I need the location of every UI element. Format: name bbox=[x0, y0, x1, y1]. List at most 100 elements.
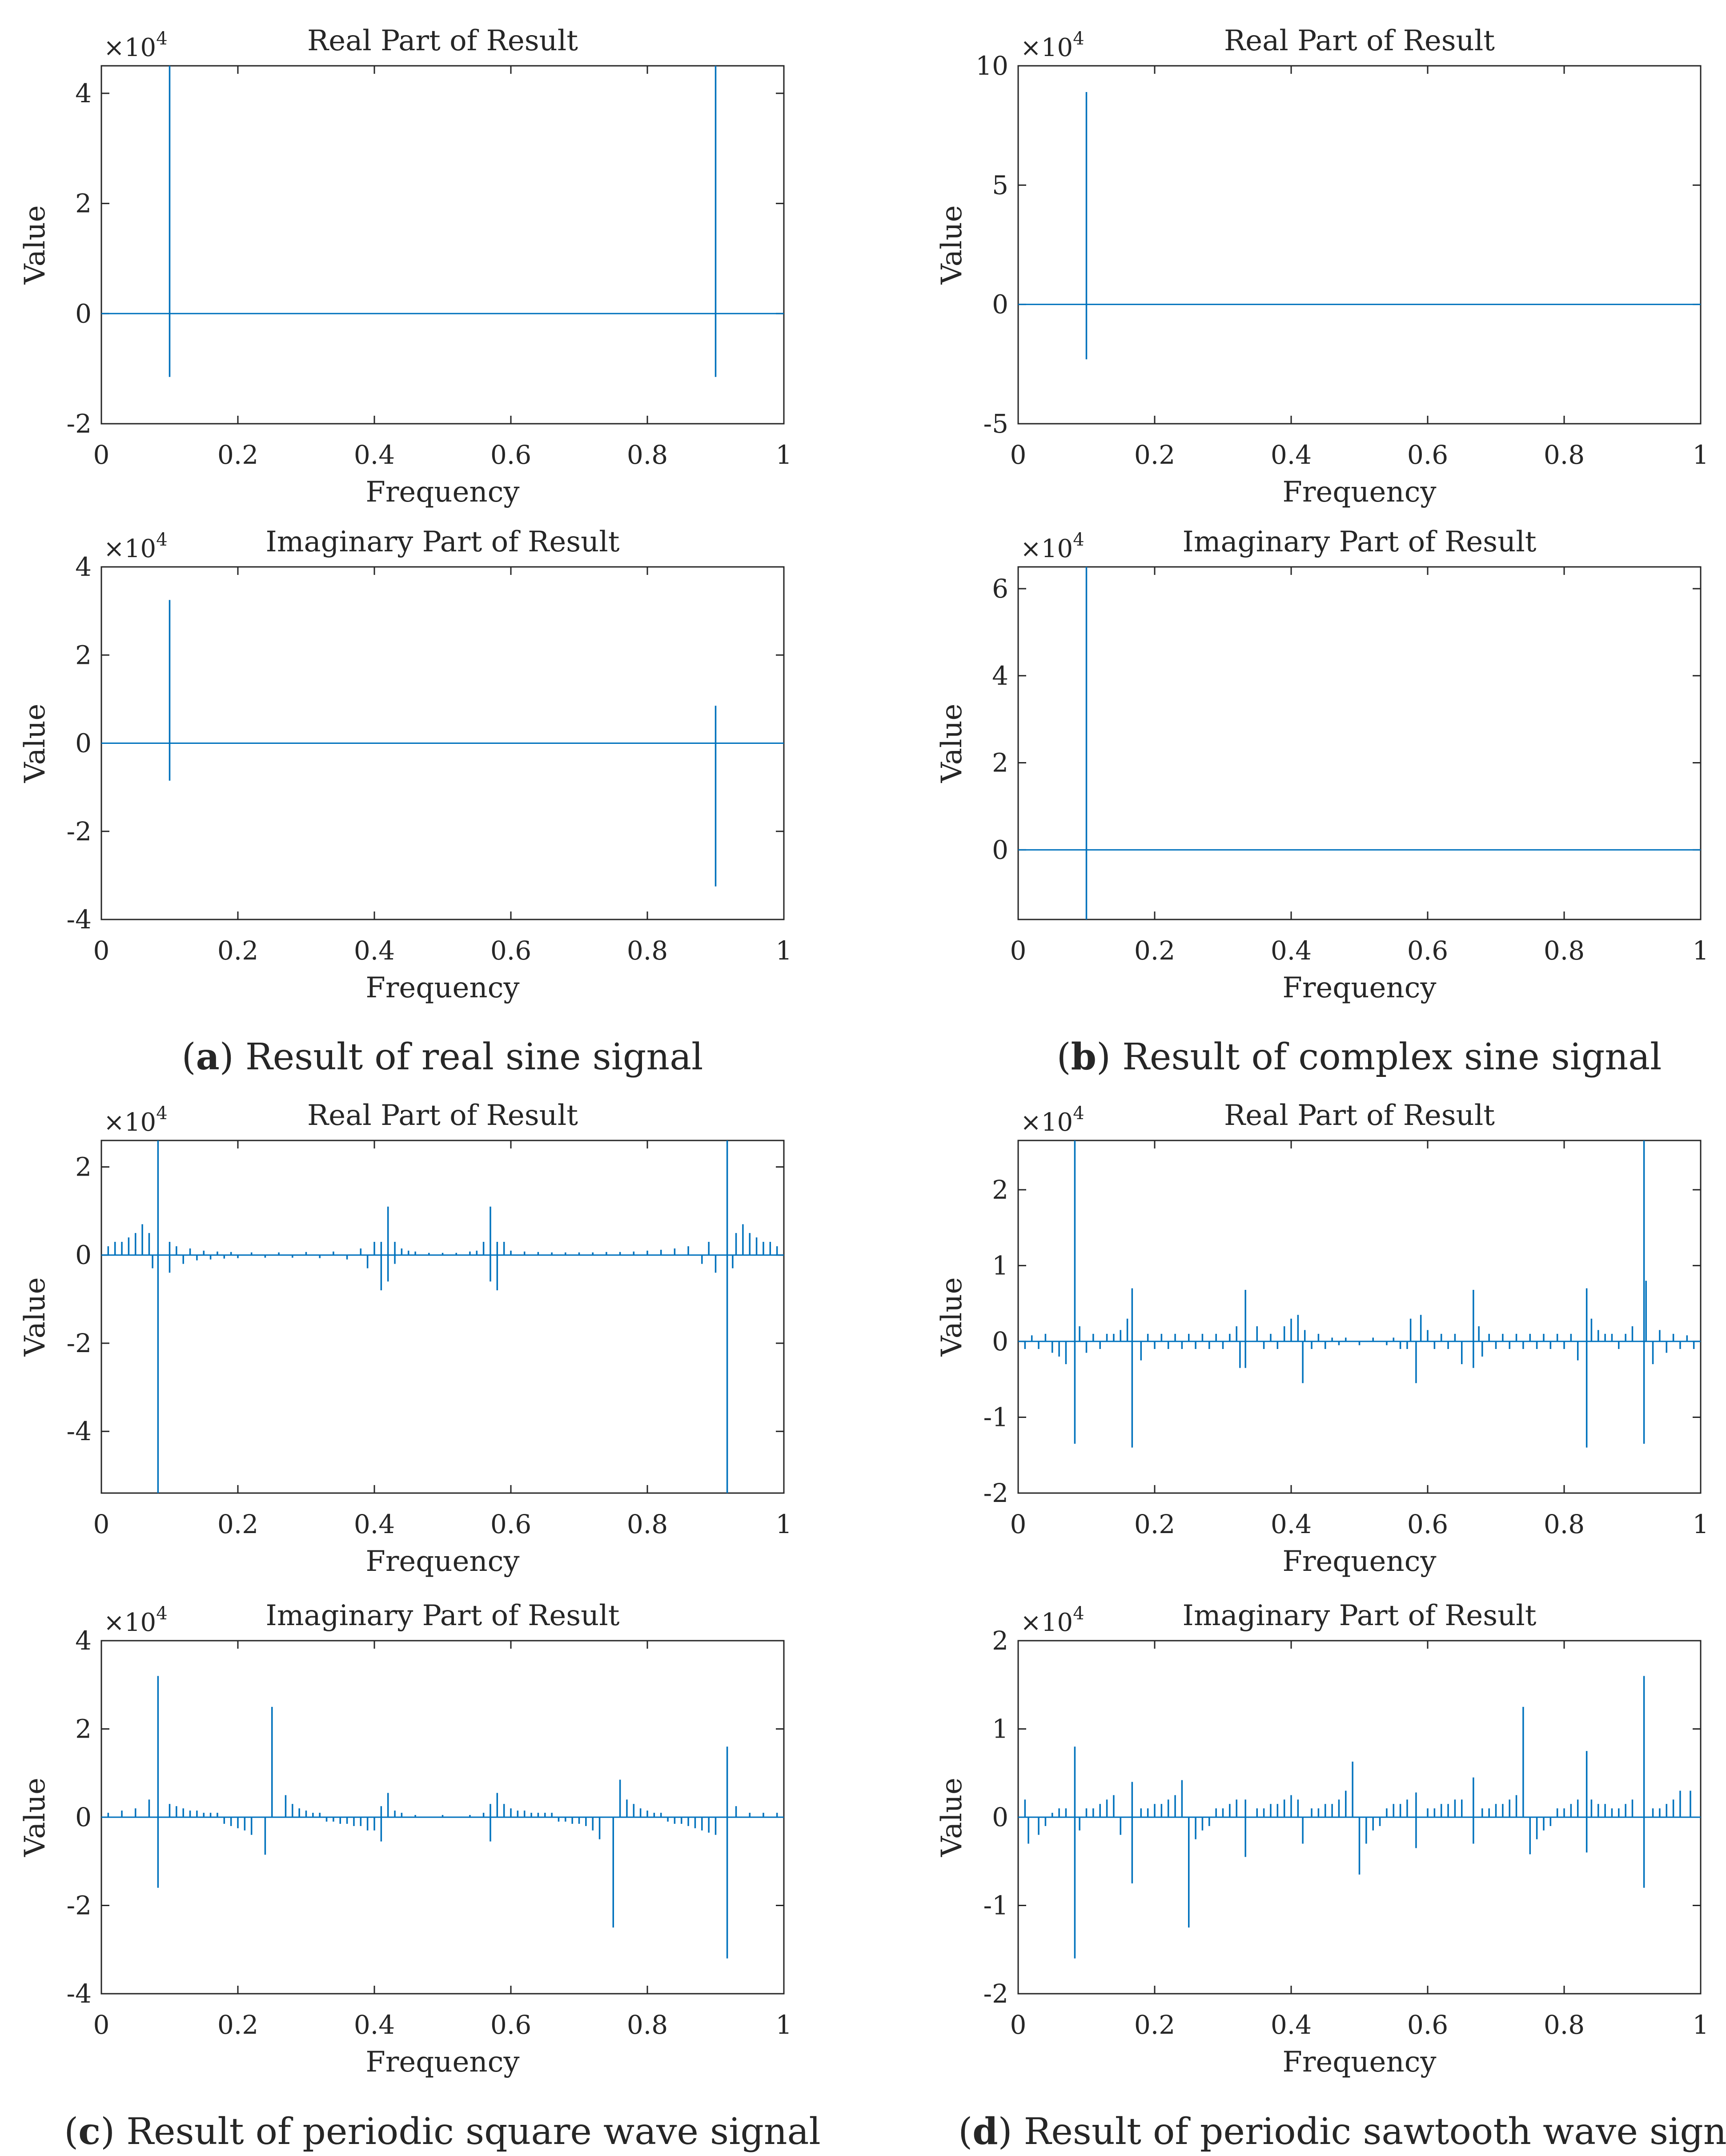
y-tick-label: 2 bbox=[75, 640, 92, 670]
x-tick-label: 0.2 bbox=[1134, 2010, 1175, 2040]
axis-exponent: ×104 bbox=[104, 28, 168, 62]
y-tick-label: 10 bbox=[975, 51, 1008, 81]
y-tick-label: 2 bbox=[75, 189, 92, 219]
x-tick-label: 0.8 bbox=[627, 2010, 668, 2040]
y-tick-label: 6 bbox=[992, 574, 1008, 604]
axis-exponent: ×104 bbox=[1020, 1603, 1084, 1637]
caption-letter: b bbox=[1071, 1036, 1096, 1078]
y-tick-label: 0 bbox=[75, 728, 92, 759]
y-tick-label: 0 bbox=[992, 1326, 1008, 1357]
x-tick-label: 0.2 bbox=[217, 935, 258, 966]
y-tick-label: -4 bbox=[67, 904, 92, 935]
caption-text: Result of periodic square wave signal bbox=[126, 2111, 820, 2153]
series bbox=[1018, 567, 1701, 919]
x-tick-label: 0.4 bbox=[354, 440, 395, 470]
y-tick-label: -4 bbox=[67, 1979, 92, 2009]
y-axis-label: Value bbox=[935, 1277, 968, 1357]
y-tick-label: -2 bbox=[67, 1891, 92, 1921]
x-tick-label: 0.8 bbox=[1544, 1509, 1585, 1539]
y-axis-label: Value bbox=[935, 703, 968, 783]
y-tick-label: 2 bbox=[992, 1626, 1008, 1656]
x-tick-label: 1 bbox=[1693, 440, 1709, 470]
y-tick-label: 0 bbox=[75, 1802, 92, 1832]
axes-box bbox=[100, 1140, 785, 1494]
x-tick-label: 0.4 bbox=[1271, 2010, 1312, 2040]
x-tick-label: 0.2 bbox=[217, 1509, 258, 1539]
x-tick-label: 0.6 bbox=[1407, 440, 1448, 470]
y-tick-label: 2 bbox=[992, 1175, 1008, 1205]
y-tick-label: 2 bbox=[992, 748, 1008, 778]
axis-exponent-power: 4 bbox=[1073, 28, 1084, 49]
x-tick-label: 0.8 bbox=[627, 1509, 668, 1539]
y-axis-label: Value bbox=[19, 1778, 52, 1857]
x-tick-label: 0.6 bbox=[490, 1509, 531, 1539]
y-tick-label: -2 bbox=[983, 1979, 1009, 2009]
x-tick-label: 0.2 bbox=[1134, 935, 1175, 966]
axis-exponent-power: 4 bbox=[1073, 1603, 1084, 1624]
axis-exponent-power: 4 bbox=[1073, 1103, 1084, 1124]
caption-a: (a) Result of real sine signal bbox=[182, 1036, 703, 1078]
caption-letter: a bbox=[196, 1036, 220, 1078]
x-tick-label: 0.4 bbox=[354, 2010, 395, 2040]
axis-exponent-power: 4 bbox=[156, 28, 167, 49]
x-tick-label: 0.2 bbox=[1134, 1509, 1175, 1539]
caption-text: Result of periodic sawtooth wave signal bbox=[1024, 2111, 1726, 2153]
series bbox=[1018, 1676, 1701, 1959]
y-tick-label: 1 bbox=[992, 1250, 1008, 1281]
x-tick-label: 0 bbox=[1010, 440, 1027, 470]
y-tick-label: 4 bbox=[75, 552, 92, 582]
y-tick-label: -4 bbox=[67, 1416, 92, 1446]
x-tick-label: 0.2 bbox=[217, 440, 258, 470]
y-tick-label: 2 bbox=[75, 1714, 92, 1744]
y-tick-label: -2 bbox=[67, 409, 92, 439]
caption-c: (c) Result of periodic square wave signa… bbox=[64, 2110, 820, 2153]
axis-exponent: ×104 bbox=[104, 1603, 168, 1637]
x-tick-label: 0 bbox=[1010, 2010, 1027, 2040]
x-tick-label: 0 bbox=[93, 440, 110, 470]
series bbox=[101, 600, 784, 887]
chart-title: Real Part of Result bbox=[1224, 1099, 1495, 1132]
x-tick-label: 1 bbox=[776, 1509, 792, 1539]
x-tick-label: 0.4 bbox=[354, 1509, 395, 1539]
axis-exponent: ×104 bbox=[104, 1103, 168, 1137]
y-tick-label: 4 bbox=[75, 78, 92, 108]
x-tick-label: 0.6 bbox=[490, 2010, 531, 2040]
y-tick-label: -2 bbox=[67, 1328, 92, 1358]
y-tick-label: 2 bbox=[75, 1152, 92, 1182]
chart-7: 0 0.2 0.4 0.6 0.8 1 -2 -1 0 1 2 ×104 Real Part of Re… bbox=[935, 1099, 1709, 1578]
x-tick-label: 0.2 bbox=[1134, 440, 1175, 470]
y-tick-label: 0 bbox=[75, 1240, 92, 1270]
x-tick-label: 0.4 bbox=[354, 935, 395, 966]
x-tick-label: 1 bbox=[776, 440, 792, 470]
y-tick-label: 4 bbox=[992, 661, 1008, 691]
chart-8: 0 0.2 0.4 0.6 0.8 1 -2 -1 0 1 2 ×104 Imaginary Part … bbox=[935, 1599, 1709, 2079]
axis-exponent-power: 4 bbox=[156, 530, 167, 550]
caption-d: (d) Result of periodic sawtooth wave sig… bbox=[958, 2110, 1726, 2153]
x-tick-label: 0 bbox=[93, 1509, 110, 1539]
chart-5: 0 0.2 0.4 0.6 0.8 1 -4 -2 0 2 ×104 Real Part of Res… bbox=[19, 1099, 792, 1578]
x-tick-label: 0.8 bbox=[627, 935, 668, 966]
y-tick-label: -1 bbox=[983, 1891, 1009, 1921]
chart-title: Real Part of Result bbox=[1224, 24, 1495, 57]
x-tick-label: 0 bbox=[93, 935, 110, 966]
x-tick-label: 0.8 bbox=[627, 440, 668, 470]
x-tick-label: 1 bbox=[776, 935, 792, 966]
axes-box bbox=[1017, 65, 1702, 425]
axes-box bbox=[1017, 1140, 1702, 1494]
x-tick-label: 1 bbox=[1693, 2010, 1709, 2040]
x-tick-label: 0.8 bbox=[1544, 2010, 1585, 2040]
y-tick-label: 4 bbox=[75, 1626, 92, 1656]
caption-text: Result of real sine signal bbox=[245, 1036, 703, 1078]
x-axis-label: Frequency bbox=[365, 476, 519, 509]
axis-exponent-power: 4 bbox=[156, 1603, 167, 1624]
series bbox=[1018, 92, 1701, 360]
series bbox=[101, 66, 784, 377]
chart-title: Real Part of Result bbox=[307, 24, 578, 57]
x-tick-label: 1 bbox=[776, 2010, 792, 2040]
axis-exponent-power: 4 bbox=[1073, 530, 1084, 550]
x-axis-label: Frequency bbox=[1282, 476, 1436, 509]
